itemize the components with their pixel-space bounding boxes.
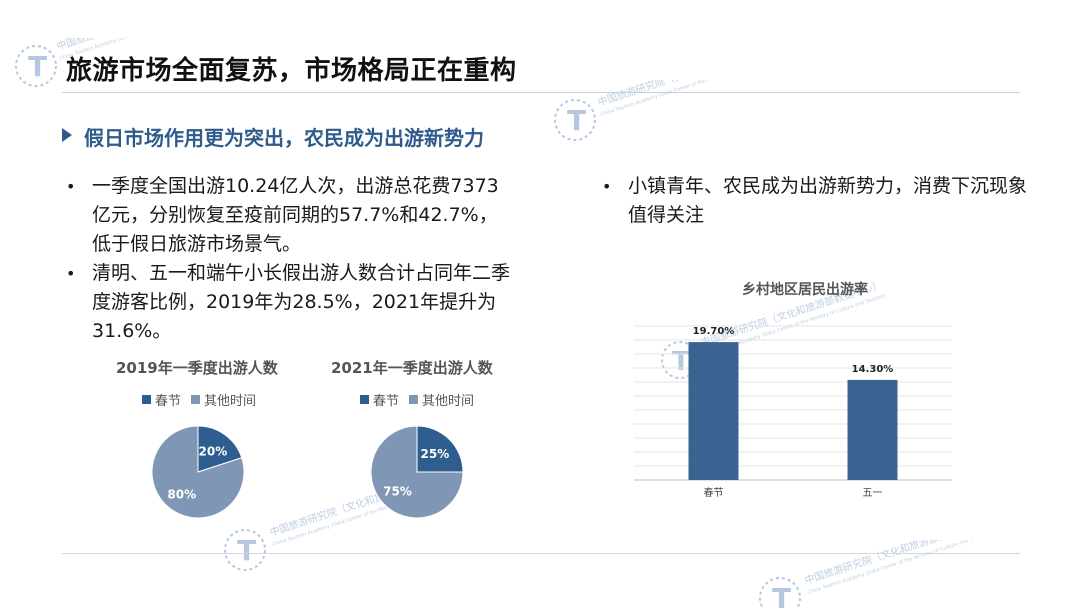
legend-swatch-spring <box>360 395 369 404</box>
section-arrow-icon <box>62 128 72 142</box>
bullet-text: 小镇青年、农民成为出游新势力，消费下沉现象值得关注 <box>628 175 1028 226</box>
bar-chart-title: 乡村地区居民出游率 <box>742 282 868 298</box>
svg-text:T: T <box>28 50 47 83</box>
bar-1 <box>688 342 739 480</box>
bar-2 <box>847 379 898 480</box>
svg-text:T: T <box>237 534 256 567</box>
bullet-holiday-share: • 清明、五一和端午小长假出游人数合计占同年二季度游客比例，2019年为28.5… <box>66 259 512 346</box>
svg-text:T: T <box>567 104 586 137</box>
watermark-logo-bottom-right: T 中国旅游研究院（文化和旅游部数据中心） China Tourism Acad… <box>759 540 991 608</box>
title-divider <box>62 92 1020 93</box>
pie-slice-other <box>370 425 464 519</box>
bullet-new-travelers: • 小镇青年、农民成为出游新势力，消费下沉现象值得关注 <box>602 172 1028 230</box>
footer-divider <box>62 553 1020 554</box>
pie-slice-label: 75% <box>383 485 412 499</box>
svg-text:T: T <box>772 582 791 608</box>
pie-2021-legend: 春节 其他时间 <box>360 390 484 409</box>
x-tick-label: 五一 <box>863 488 883 499</box>
legend-swatch-other <box>191 395 201 404</box>
legend-label-other: 其他时间 <box>422 394 475 409</box>
pie-slice-label: 20% <box>199 445 228 459</box>
legend-swatch-spring <box>142 395 151 404</box>
pie-2019-legend: 春节 其他时间 <box>142 390 266 409</box>
watermark-logo-bottom: T 中国旅游研究院（文化和旅游部数据中心） China Tourism Acad… <box>224 490 456 571</box>
pie-2019-title: 2019年一季度出游人数 <box>116 359 278 377</box>
pie-slice-spring <box>416 425 464 473</box>
bullet-dot-icon: • <box>602 177 612 196</box>
pie-slice-label: 25% <box>421 447 450 461</box>
legend-label-spring: 春节 <box>373 394 400 409</box>
pie-2021-title: 2021年一季度出游人数 <box>331 359 493 377</box>
pie-chart-2021: 25% 75% <box>370 425 464 519</box>
watermark-logo-top-left: T 中国旅游研究院（文化和旅游部数据中心） China Tourism Acad… <box>15 38 238 87</box>
bar-chart-rural-travel: 19.70% 春节 14.30% 五一 <box>634 325 952 499</box>
x-tick-label: 春节 <box>704 487 724 499</box>
legend-label-other: 其他时间 <box>204 394 257 409</box>
legend-label-spring: 春节 <box>155 394 182 409</box>
section-heading: 假日市场作用更为突出，农民成为出游新势力 <box>84 126 484 150</box>
watermark-logo-chart: T 中国旅游研究院（文化和旅游部数据中心） China Tourism Acad… <box>661 280 887 379</box>
pie-slice-label: 80% <box>167 487 196 501</box>
bar-value-label: 19.70% <box>693 326 735 337</box>
bullet-quarter-stats: • 一季度全国出游10.24亿人次，出游总花费7373亿元，分别恢复至疫前同期的… <box>66 172 512 259</box>
bullet-text: 一季度全国出游10.24亿人次，出游总花费7373亿元，分别恢复至疫前同期的57… <box>92 175 499 255</box>
bullet-text: 清明、五一和端午小长假出游人数合计占同年二季度游客比例，2019年为28.5%，… <box>92 262 511 342</box>
pie-slice-other <box>151 425 245 519</box>
pie-chart-2019: 20% 80% <box>151 425 245 519</box>
legend-swatch-other <box>409 395 419 404</box>
pie-slice-spring <box>197 425 243 473</box>
watermark-logo-mid: T 中国旅游研究院（文化和旅游部数据中心） China Tourism Acad… <box>554 80 784 141</box>
bullet-dot-icon: • <box>66 177 76 196</box>
bar-value-label: 14.30% <box>852 364 894 375</box>
page-title: 旅游市场全面复苏，市场格局正在重构 <box>66 56 517 86</box>
bullet-dot-icon: • <box>66 264 76 283</box>
